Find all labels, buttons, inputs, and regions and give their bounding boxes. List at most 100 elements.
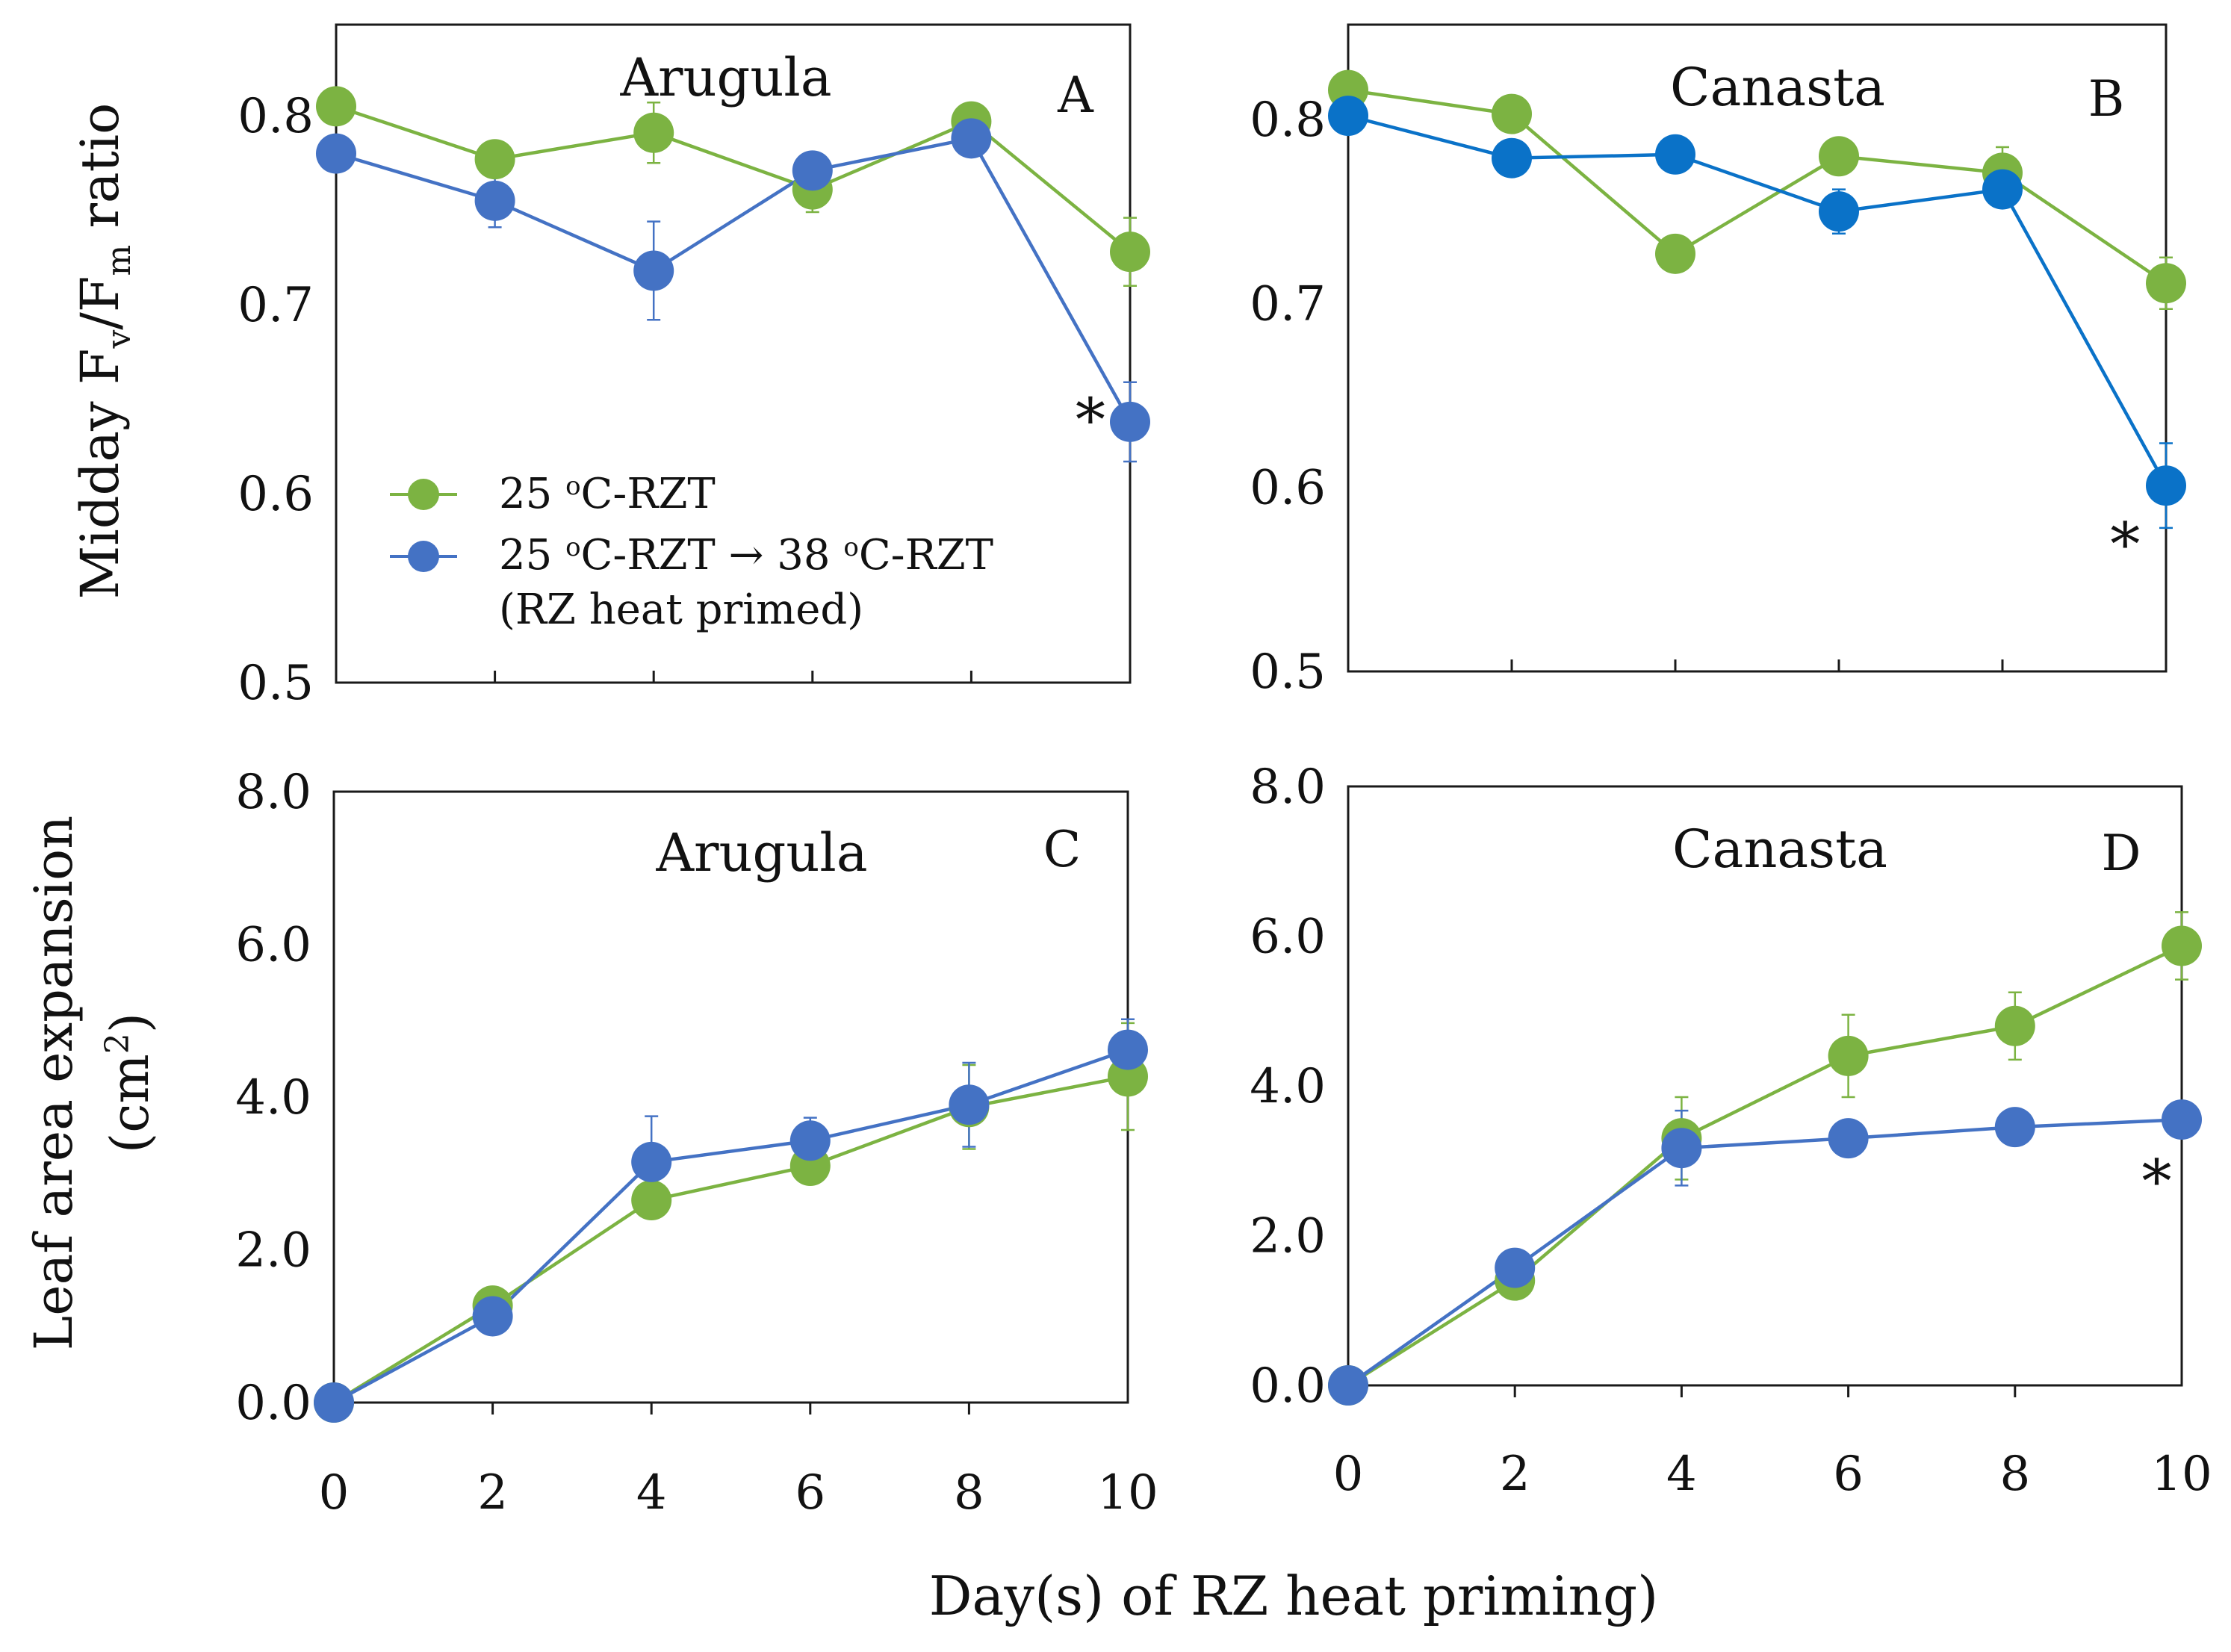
panel-b-control-point xyxy=(1819,136,1859,177)
panel-b-y-tick-label: 0.7 xyxy=(1250,276,1326,332)
panel-d-x-tick-label: 0 xyxy=(1333,1447,1364,1502)
panel-c-letter: C xyxy=(1043,821,1082,878)
panel-b-control-series-line xyxy=(1347,88,2168,285)
panel-d-x-tick-label: 2 xyxy=(1500,1447,1530,1502)
panel-d-primed-point xyxy=(1994,1107,2035,1148)
panel-d: Canasta D 0.0 2.0 4.0 6.0 8.0 0 2 4 6 8 10 * xyxy=(1250,760,2212,1502)
panel-d-significance-star: * xyxy=(2142,1146,2172,1216)
panel-a-control-series-line xyxy=(335,105,1132,253)
y-axis-label-bottom-line2: (cm2) xyxy=(99,1013,161,1153)
panel-b-primed-point xyxy=(1492,137,1532,178)
panel-d-y-tick-label: 4.0 xyxy=(1250,1059,1326,1114)
panel-a-primed-point xyxy=(633,250,674,291)
panel-c-control-series-line xyxy=(332,1075,1129,1404)
panel-a-control-point xyxy=(1110,232,1150,273)
panel-b-primed-point xyxy=(1328,96,1368,137)
panel-c-marks xyxy=(314,1018,1148,1423)
panel-d-letter: D xyxy=(2102,825,2141,882)
panel-a-significance-star: * xyxy=(1076,385,1105,455)
panel-c-primed-point xyxy=(314,1382,354,1423)
panel-c-control-point xyxy=(631,1180,672,1221)
panel-c-primed-point xyxy=(472,1296,513,1337)
panel-d-primed-point xyxy=(1828,1118,1869,1159)
panel-a-primed-point xyxy=(474,180,515,221)
panel-a-primed-series-line xyxy=(335,136,1132,423)
panel-c-x-tick-label: 6 xyxy=(795,1465,825,1521)
panel-d-frame xyxy=(1347,785,2183,1387)
panel-b-ticks: 0.5 0.6 0.7 0.8 xyxy=(1250,93,2004,700)
panel-b: Canasta B 0.5 0.6 0.7 0.8 * xyxy=(1250,23,2186,700)
panel-c-y-tick-label: 4.0 xyxy=(235,1070,311,1125)
panel-c-primed-series-line xyxy=(332,1048,1129,1404)
panel-b-primed-point xyxy=(1819,191,1859,232)
panel-c-title: Arugula xyxy=(655,822,867,884)
panel-a-frame xyxy=(335,23,1132,684)
panel-a-control-point xyxy=(633,112,674,153)
panel-d-x-tick-label: 8 xyxy=(1999,1447,2030,1502)
panel-d-y-tick-label: 0.0 xyxy=(1250,1358,1326,1414)
panel-c: Arugula C 0.0 2.0 4.0 6.0 8.0 0 2 4 6 8 10 xyxy=(235,765,1158,1521)
panel-c-x-tick-label: 4 xyxy=(636,1465,667,1521)
panel-b-control-point xyxy=(2146,263,2186,304)
panel-b-primed-point xyxy=(1655,134,1695,175)
panel-d-primed-point xyxy=(2162,1099,2202,1140)
panel-d-y-tick-label: 2.0 xyxy=(1250,1209,1326,1264)
panel-d-control-point xyxy=(1828,1035,1869,1076)
panel-c-y-tick-label: 0.0 xyxy=(235,1376,311,1431)
panel-b-y-tick-label: 0.5 xyxy=(1250,645,1326,700)
panel-a-y-tick-label: 0.8 xyxy=(238,89,314,144)
panel-d-primed-point xyxy=(1495,1247,1536,1288)
panel-a-y-tick-label: 0.6 xyxy=(238,467,314,522)
panel-c-x-tick-label: 2 xyxy=(477,1465,508,1521)
panel-d-primed-series-line xyxy=(1347,1117,2182,1387)
panel-d-x-tick-label: 6 xyxy=(1833,1447,1864,1502)
panel-d-control-point xyxy=(2162,925,2202,966)
panel-b-primed-series-line xyxy=(1347,114,2168,487)
y-axis-label-bottom-line1: Leaf area expansion xyxy=(23,816,84,1350)
panel-d-x-tick-label: 10 xyxy=(2151,1447,2212,1502)
panel-c-primed-point xyxy=(789,1120,831,1161)
x-axis-label: Day(s) of RZ heat priming) xyxy=(929,1565,1658,1627)
panel-a-letter: A xyxy=(1057,66,1094,124)
panel-a-primed-point xyxy=(316,133,356,174)
panel-b-marks: * xyxy=(1328,69,2186,580)
panel-a: Arugula A 0.5 0.6 0.7 0.8 * xyxy=(238,23,1150,711)
panel-b-significance-star: * xyxy=(2110,510,2140,580)
panel-b-y-tick-label: 0.8 xyxy=(1250,93,1326,148)
panel-a-ticks: 0.5 0.6 0.7 0.8 xyxy=(238,89,972,711)
panel-c-y-tick-label: 6.0 xyxy=(235,918,311,973)
panel-d-marks: * xyxy=(1328,911,2202,1406)
panel-b-control-point xyxy=(1492,93,1532,134)
panel-c-primed-point xyxy=(631,1141,672,1182)
legend-series1-label: 25 oC-RZT xyxy=(499,470,716,518)
panel-a-control-point xyxy=(316,86,356,127)
legend: 25 oC-RZT 25 oC-RZT → 38 oC-RZT (RZ heat… xyxy=(390,470,993,634)
panel-c-x-tick-label: 10 xyxy=(1097,1465,1158,1521)
panel-b-letter: B xyxy=(2088,70,2125,128)
panel-d-control-point xyxy=(1994,1005,2035,1046)
panel-c-ticks: 0.0 2.0 4.0 6.0 8.0 0 2 4 6 8 10 xyxy=(235,765,1158,1521)
legend-blue-marker xyxy=(408,541,439,572)
panel-c-primed-point xyxy=(949,1084,990,1125)
panel-d-y-tick-label: 8.0 xyxy=(1250,760,1326,815)
panel-c-x-tick-label: 0 xyxy=(319,1465,350,1521)
panel-a-control-point xyxy=(474,139,515,180)
panel-a-y-tick-label: 0.5 xyxy=(238,656,314,711)
panel-d-ticks: 0.0 2.0 4.0 6.0 8.0 0 2 4 6 8 10 xyxy=(1250,760,2212,1502)
panel-d-y-tick-label: 6.0 xyxy=(1250,910,1326,965)
panel-c-x-tick-label: 8 xyxy=(954,1465,984,1521)
panel-b-frame xyxy=(1347,23,2168,673)
panel-d-x-tick-label: 4 xyxy=(1666,1447,1697,1502)
panel-a-primed-point xyxy=(792,150,833,191)
panel-d-title: Canasta xyxy=(1672,819,1887,880)
panel-a-y-tick-label: 0.7 xyxy=(238,278,314,333)
panel-c-y-tick-label: 8.0 xyxy=(235,765,311,820)
legend-series2-label-line2: (RZ heat primed) xyxy=(499,586,863,634)
legend-series2-label: 25 oC-RZT → 38 oC-RZT xyxy=(499,531,993,580)
panel-b-primed-point xyxy=(1982,169,2023,210)
panel-b-control-point xyxy=(1655,233,1695,274)
panel-b-y-tick-label: 0.6 xyxy=(1250,461,1326,516)
panel-a-marks: * xyxy=(316,86,1150,463)
panel-a-primed-point xyxy=(951,118,992,159)
